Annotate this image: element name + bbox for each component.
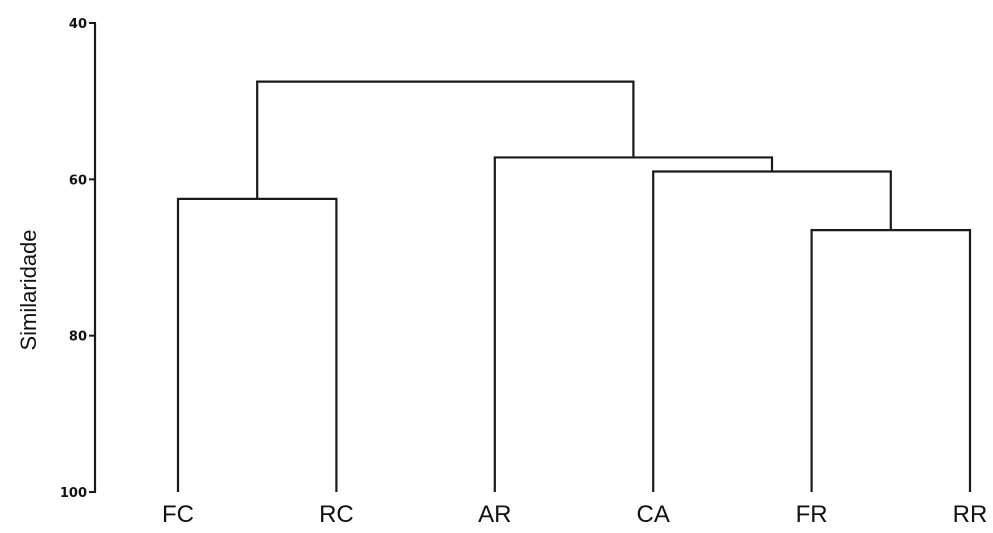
y-axis-title: Similaridade (16, 229, 41, 350)
leaf-label-rc: RC (319, 501, 354, 528)
dendrogram-link-1 (176, 197, 338, 492)
y-tick-label: 40 (69, 17, 87, 32)
y-axis: 40 60 80 100 (60, 17, 97, 501)
leaf-label-fr: FR (796, 501, 828, 528)
dendrogram-link-2 (810, 229, 972, 492)
leaf-label-fc: FC (162, 501, 194, 528)
leaf-label-rr: RR (953, 501, 988, 528)
leaf-labels: FC RC AR CA FR RR (162, 501, 987, 528)
y-tick-label: 80 (69, 330, 87, 345)
dendrogram-link-3 (652, 170, 892, 492)
dendrogram-links (176, 80, 972, 492)
leaf-label-ca: CA (637, 501, 670, 528)
leaf-label-ar: AR (478, 501, 511, 528)
dendrogram-link-4 (493, 156, 774, 492)
y-tick-label: 100 (60, 486, 87, 501)
y-tick-label: 60 (69, 173, 87, 188)
dendrogram-link-5 (256, 80, 635, 199)
